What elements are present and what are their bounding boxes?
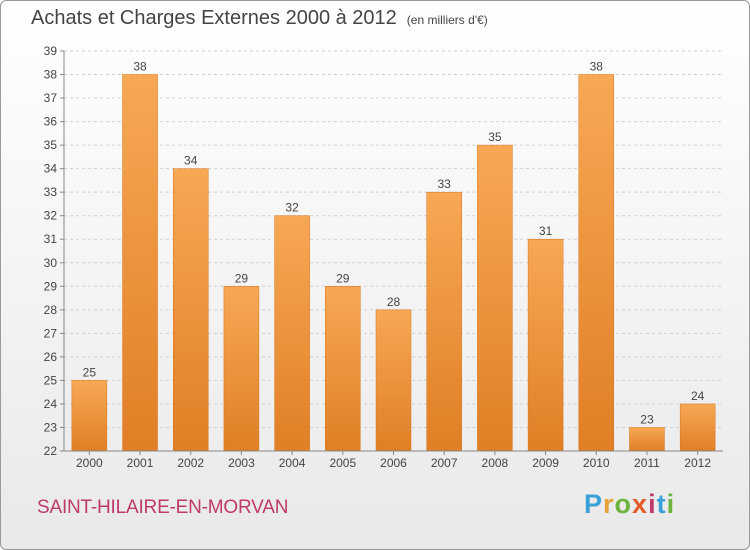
x-tick-label: 2011 xyxy=(634,456,660,470)
bar xyxy=(172,168,209,452)
logo-letter: r xyxy=(603,489,615,519)
title-unit: (en milliers d'€) xyxy=(406,13,488,27)
bar xyxy=(325,286,361,452)
bar xyxy=(527,238,564,452)
y-tick-label: 37 xyxy=(44,91,58,105)
chart-title: Achats et Charges Externes 2000 à 2012 (e… xyxy=(31,7,488,30)
y-tick-label: 25 xyxy=(44,373,58,387)
x-tick-label: 2000 xyxy=(76,456,103,470)
logo-letter: x xyxy=(632,489,649,519)
bar xyxy=(274,215,310,452)
data-label: 34 xyxy=(184,154,198,168)
x-tick-label: 2002 xyxy=(177,456,204,470)
x-tick-label: 2012 xyxy=(684,456,711,470)
y-tick-label: 24 xyxy=(44,397,58,411)
x-tick-label: 2001 xyxy=(127,456,154,470)
bar xyxy=(71,380,108,452)
proxiti-logo: Proxiti xyxy=(584,489,675,520)
logo-letter: o xyxy=(614,489,633,519)
data-label: 24 xyxy=(691,389,705,403)
x-tick-label: 2004 xyxy=(279,456,306,470)
data-label: 38 xyxy=(133,60,147,74)
bar xyxy=(223,286,260,452)
bar xyxy=(122,74,158,452)
bar xyxy=(578,74,615,452)
y-tick-label: 27 xyxy=(44,326,58,340)
x-tick-label: 2007 xyxy=(431,456,458,470)
y-tick-label: 34 xyxy=(44,162,58,176)
data-label: 29 xyxy=(336,271,350,285)
bar xyxy=(426,191,462,452)
bar xyxy=(629,427,665,452)
y-tick-label: 30 xyxy=(44,256,58,270)
title-text: Achats et Charges Externes 2000 à 2012 xyxy=(31,7,397,29)
data-label: 23 xyxy=(640,412,654,426)
y-tick-label: 22 xyxy=(44,444,58,458)
data-label: 35 xyxy=(488,130,502,144)
data-label: 31 xyxy=(539,224,553,238)
data-label: 28 xyxy=(387,295,401,309)
data-label: 29 xyxy=(235,271,249,285)
x-tick-label: 2008 xyxy=(482,456,509,470)
data-label: 32 xyxy=(285,201,299,215)
y-tick-label: 26 xyxy=(44,350,58,364)
y-tick-label: 29 xyxy=(44,279,58,293)
x-tick-label: 2006 xyxy=(380,456,407,470)
axes: 22 23 24 25 26 27 28 29 30 31 32 33 34 35 36 37 38 39 2000… xyxy=(44,44,723,470)
y-tick-label: 31 xyxy=(44,232,58,246)
x-tick-label: 2005 xyxy=(329,456,356,470)
data-label: 33 xyxy=(438,177,452,191)
logo-letter: t xyxy=(656,489,667,519)
city-name: SAINT-HILAIRE-EN-MORVAN xyxy=(37,497,289,518)
data-label: 38 xyxy=(590,60,604,74)
y-tick-label: 39 xyxy=(44,44,58,58)
x-tick-label: 2009 xyxy=(532,456,559,470)
y-tick-label: 32 xyxy=(44,209,58,223)
logo-letter: i xyxy=(666,489,676,519)
logo-letter: P xyxy=(584,489,604,519)
logo-letter: i xyxy=(648,489,657,519)
data-label: 25 xyxy=(83,365,97,379)
y-tick-label: 38 xyxy=(44,68,58,82)
y-tick-label: 35 xyxy=(44,138,58,152)
bar xyxy=(477,144,513,452)
x-tick-label: 2003 xyxy=(228,456,255,470)
y-tick-label: 28 xyxy=(44,303,58,317)
y-tick-label: 23 xyxy=(44,420,58,434)
y-tick-label: 33 xyxy=(44,185,58,199)
y-tick-label: 36 xyxy=(44,115,58,129)
x-tick-label: 2010 xyxy=(583,456,610,470)
bar xyxy=(679,403,716,452)
bars: 25 38 34 29 32 29 28 33 35 31 38 23 24 xyxy=(71,60,716,452)
bar xyxy=(375,309,412,452)
